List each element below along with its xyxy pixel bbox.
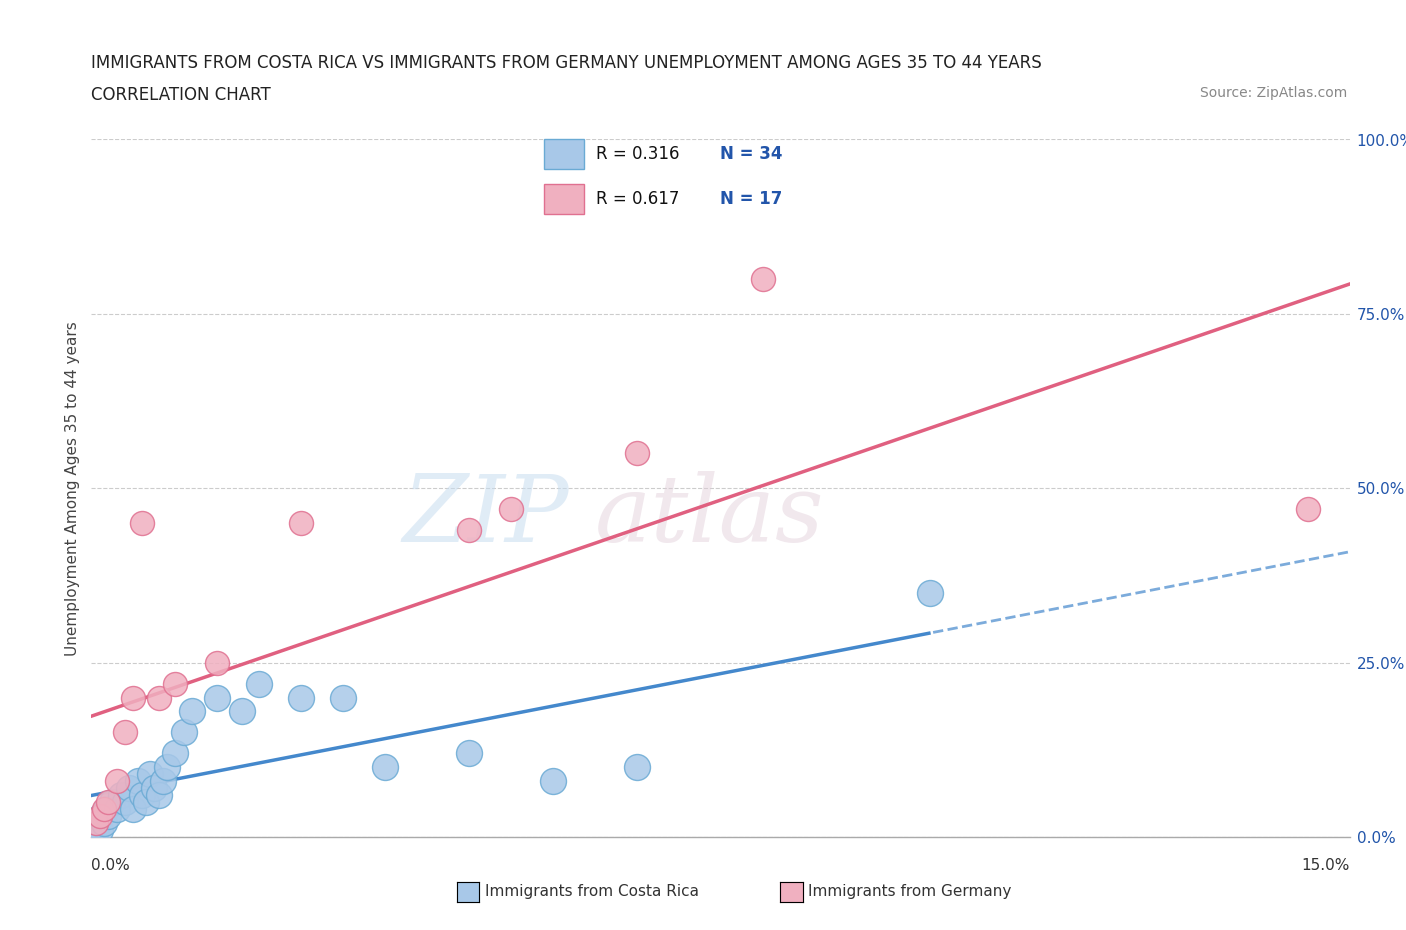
Point xyxy=(105,774,128,789)
Point xyxy=(93,816,115,830)
Point xyxy=(920,586,942,601)
Text: Immigrants from Costa Rica: Immigrants from Costa Rica xyxy=(485,884,699,899)
Point xyxy=(114,725,136,740)
Point xyxy=(499,502,522,517)
Point xyxy=(457,523,479,538)
Point xyxy=(148,788,170,803)
Point xyxy=(131,788,153,803)
Point xyxy=(89,809,111,824)
Text: 15.0%: 15.0% xyxy=(1302,857,1350,872)
Point xyxy=(541,774,564,789)
Point xyxy=(89,823,111,837)
Point xyxy=(143,781,166,796)
Point xyxy=(181,704,204,719)
Text: R = 0.316: R = 0.316 xyxy=(596,145,679,164)
Point xyxy=(97,809,120,824)
Point xyxy=(626,446,648,461)
Point xyxy=(96,802,118,817)
Point xyxy=(626,760,648,775)
Point xyxy=(135,794,157,809)
Point xyxy=(84,823,107,837)
Text: R = 0.617: R = 0.617 xyxy=(596,190,679,208)
Y-axis label: Unemployment Among Ages 35 to 44 years: Unemployment Among Ages 35 to 44 years xyxy=(65,321,80,656)
Point xyxy=(110,788,132,803)
Text: N = 17: N = 17 xyxy=(720,190,782,208)
Point xyxy=(173,725,195,740)
Text: Immigrants from Germany: Immigrants from Germany xyxy=(808,884,1012,899)
Point xyxy=(131,515,153,530)
Point xyxy=(374,760,396,775)
Point xyxy=(84,816,107,830)
Text: IMMIGRANTS FROM COSTA RICA VS IMMIGRANTS FROM GERMANY UNEMPLOYMENT AMONG AGES 35: IMMIGRANTS FROM COSTA RICA VS IMMIGRANTS… xyxy=(91,54,1042,72)
Point xyxy=(93,802,115,817)
Point xyxy=(139,766,162,781)
Point xyxy=(118,781,141,796)
Point xyxy=(87,816,110,830)
Point xyxy=(90,809,112,824)
Point xyxy=(205,655,228,670)
Point xyxy=(114,794,136,809)
Point xyxy=(205,690,228,705)
Text: atlas: atlas xyxy=(595,472,824,561)
Point xyxy=(332,690,354,705)
Point xyxy=(97,794,120,809)
Text: ZIP: ZIP xyxy=(404,472,569,561)
Point xyxy=(247,676,270,691)
Text: 0.0%: 0.0% xyxy=(91,857,131,872)
Point xyxy=(152,774,174,789)
Text: Source: ZipAtlas.com: Source: ZipAtlas.com xyxy=(1199,86,1347,100)
Text: N = 34: N = 34 xyxy=(720,145,782,164)
Point xyxy=(231,704,253,719)
Point xyxy=(148,690,170,705)
Point xyxy=(1296,502,1319,517)
Text: CORRELATION CHART: CORRELATION CHART xyxy=(91,86,271,103)
Point xyxy=(156,760,179,775)
Point xyxy=(290,515,312,530)
Point xyxy=(751,272,773,286)
FancyBboxPatch shape xyxy=(544,184,583,214)
FancyBboxPatch shape xyxy=(544,140,583,169)
Point xyxy=(122,802,145,817)
Point xyxy=(165,676,187,691)
Point xyxy=(122,690,145,705)
Point xyxy=(105,802,128,817)
Point xyxy=(127,774,149,789)
Point xyxy=(101,794,124,809)
Point xyxy=(290,690,312,705)
Point xyxy=(165,746,187,761)
Point xyxy=(457,746,479,761)
